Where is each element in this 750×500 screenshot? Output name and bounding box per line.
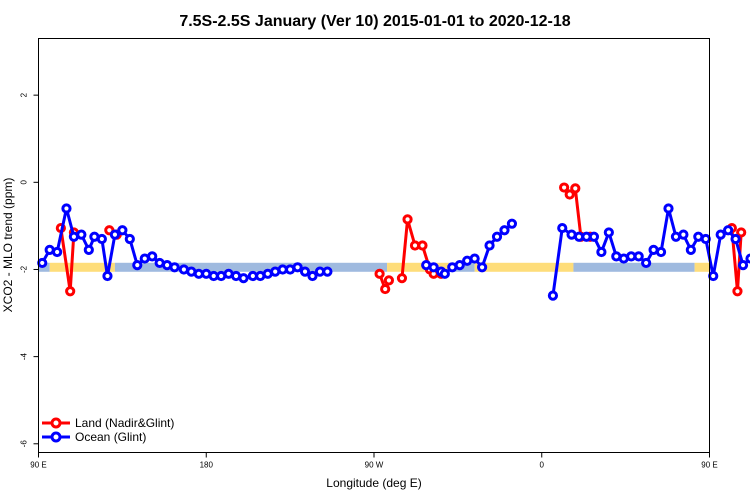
data-point xyxy=(557,222,568,234)
x-tick-label: 180 xyxy=(200,461,214,470)
data-point xyxy=(169,262,180,273)
band-segment-ocean xyxy=(114,262,388,272)
x-axis-title: Longitude (deg E) xyxy=(326,476,421,490)
data-point xyxy=(147,251,158,262)
x-tick-label: 90 W xyxy=(365,461,384,470)
data-point xyxy=(745,253,750,264)
data-point xyxy=(506,218,518,229)
series-layer xyxy=(37,182,750,301)
band-segment-land xyxy=(49,262,115,272)
band-segment-ocean xyxy=(573,262,695,272)
data-point xyxy=(83,244,94,255)
data-point xyxy=(383,275,395,286)
legend-marker-ocean xyxy=(50,431,62,443)
data-point xyxy=(109,229,121,240)
data-point xyxy=(715,229,726,240)
data-point xyxy=(655,246,667,258)
chart-title: 7.5S-2.5S January (Ver 10) 2015-01-01 to… xyxy=(179,13,570,30)
legend-label-land: Land (Nadir&Glint) xyxy=(75,416,174,430)
data-point xyxy=(678,229,689,240)
x-axis: 90 E 180 90 W 0 90 E xyxy=(30,452,718,470)
data-point xyxy=(396,273,408,284)
data-point xyxy=(402,214,413,225)
x-tick-label: 90 E xyxy=(701,461,717,470)
data-point xyxy=(132,260,143,271)
x-tick-label: 90 E xyxy=(30,461,46,470)
x-tick-label: 0 xyxy=(540,461,545,470)
y-tick-label: -2 xyxy=(20,265,29,273)
data-point xyxy=(439,268,450,279)
data-point xyxy=(102,270,113,282)
data-point xyxy=(737,260,749,271)
y-tick-label: 2 xyxy=(20,92,29,97)
data-point xyxy=(708,270,719,282)
data-point xyxy=(588,231,600,242)
data-point xyxy=(730,233,741,245)
y-tick-label: -4 xyxy=(20,353,29,361)
band-segment-land xyxy=(387,262,449,272)
data-point xyxy=(484,240,495,251)
data-point xyxy=(723,225,734,236)
band-segment-land xyxy=(474,262,574,272)
series-0 xyxy=(55,182,747,297)
data-point xyxy=(559,182,570,193)
data-point xyxy=(477,262,488,273)
data-point xyxy=(663,203,674,214)
legend-marker-land xyxy=(50,417,62,429)
y-axis: 2 0 -2 -4 -6 xyxy=(20,92,39,447)
data-point xyxy=(736,227,747,238)
data-point xyxy=(570,183,581,194)
y-tick-label: -6 xyxy=(20,440,29,448)
y-axis-title: XCO2 - MLO trend (ppm) xyxy=(1,178,15,313)
data-point xyxy=(491,231,503,242)
data-point xyxy=(61,203,72,214)
data-point xyxy=(469,253,480,264)
data-point xyxy=(641,257,652,269)
data-point xyxy=(307,270,318,282)
data-point xyxy=(299,266,311,277)
data-point xyxy=(596,246,607,258)
data-point xyxy=(292,262,303,273)
data-point xyxy=(603,227,614,238)
data-point xyxy=(117,225,128,236)
data-point xyxy=(52,246,63,258)
data-point xyxy=(454,260,465,271)
data-point xyxy=(547,290,559,301)
data-point xyxy=(374,268,385,279)
legend-label-ocean: Ocean (Glint) xyxy=(75,430,146,444)
y-tick-label: 0 xyxy=(20,180,29,185)
data-point xyxy=(96,233,107,245)
data-point xyxy=(322,266,333,277)
data-point xyxy=(380,283,391,295)
legend: Land (Nadir&Glint) Ocean (Glint) xyxy=(42,416,174,444)
series-1 xyxy=(37,203,750,301)
band-segment-land xyxy=(694,262,710,272)
data-point xyxy=(633,251,644,262)
data-point xyxy=(124,233,135,245)
data-point xyxy=(700,233,711,245)
data-point xyxy=(417,240,428,251)
data-point xyxy=(238,273,249,284)
data-point xyxy=(499,225,510,236)
data-point xyxy=(65,286,76,297)
data-point xyxy=(76,229,87,240)
plot-area xyxy=(38,38,710,453)
data-point xyxy=(732,286,743,297)
data-point xyxy=(428,262,439,273)
data-point xyxy=(564,189,575,200)
data-point xyxy=(37,257,48,269)
data-point xyxy=(685,244,696,255)
